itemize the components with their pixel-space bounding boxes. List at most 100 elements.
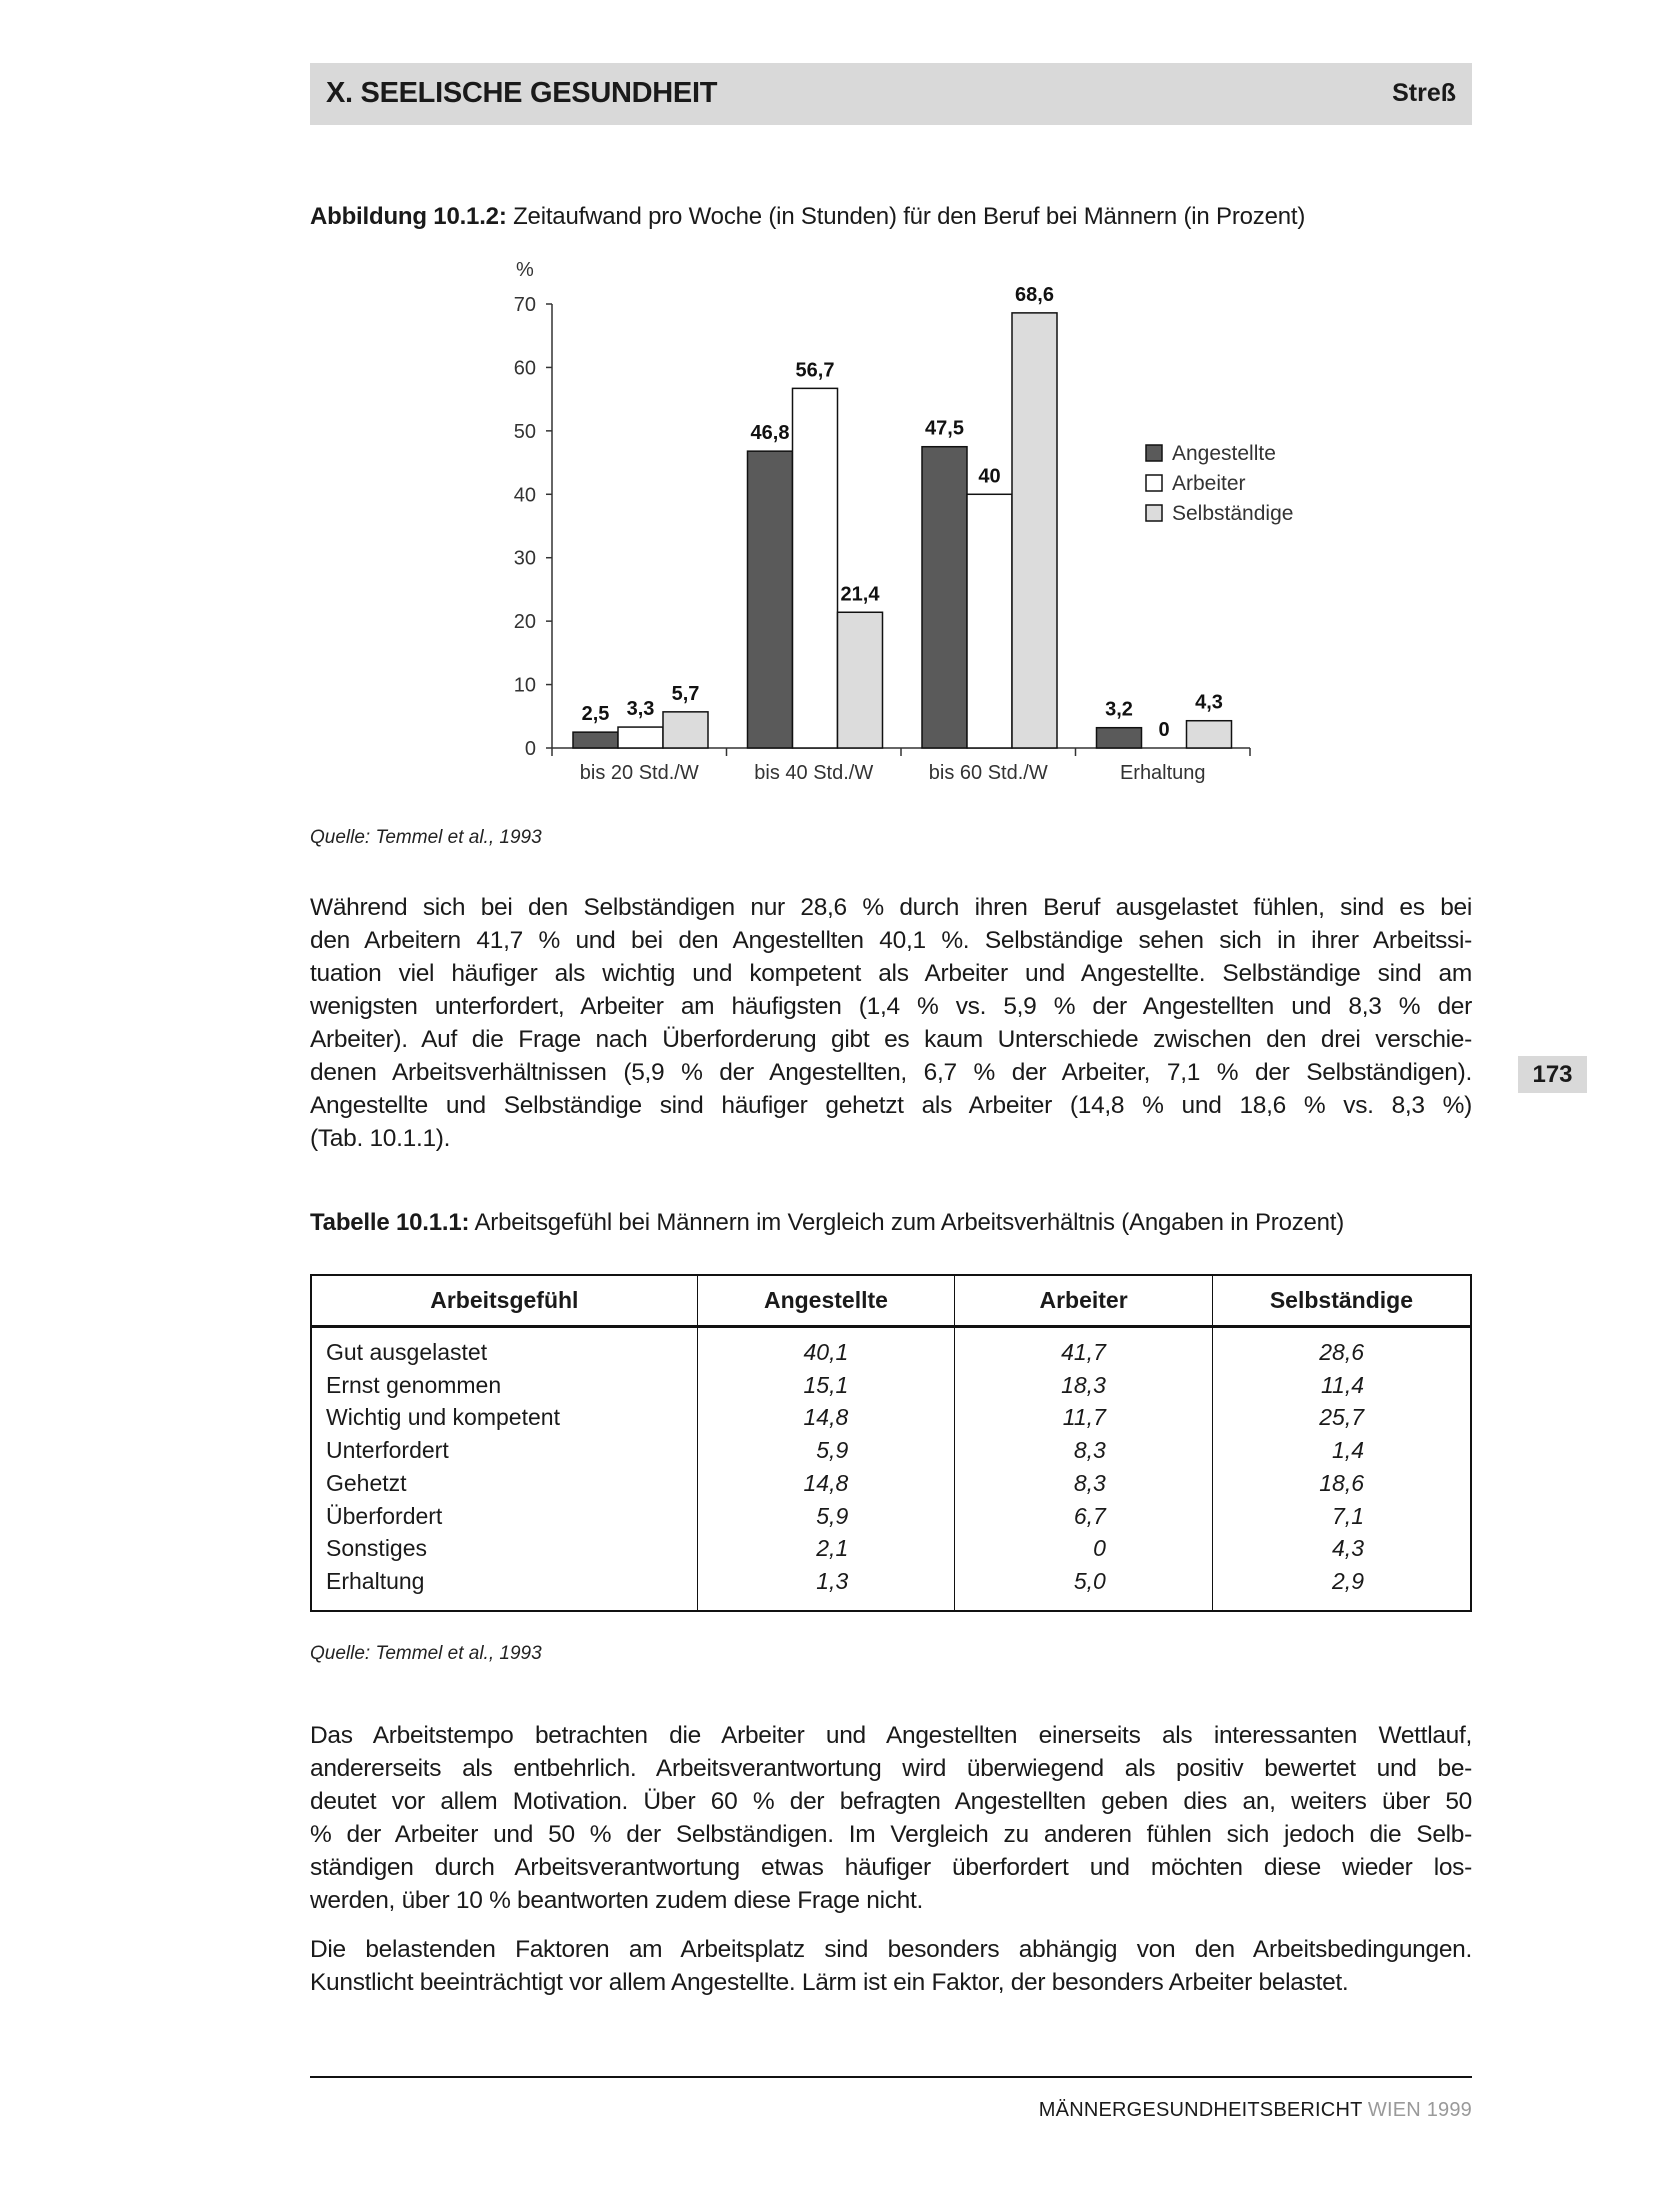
text-line: (Tab. 10.1.1). bbox=[310, 1125, 451, 1152]
cell-value: 7,1 bbox=[1211, 1499, 1471, 1533]
bar bbox=[966, 493, 1013, 749]
text-line: Während sich bei den Selbständigen nur 2… bbox=[310, 894, 1472, 921]
x-tick-label: bis 60 Std./W bbox=[929, 762, 1048, 784]
x-tick-label: bis 40 Std./W bbox=[754, 762, 873, 784]
data-table: Arbeitsgefühl Angestellte Arbeiter Selbs… bbox=[310, 1274, 1472, 1612]
bar bbox=[1095, 726, 1143, 749]
cell-value: 14,8 bbox=[696, 1401, 955, 1435]
data-label: 2,5 bbox=[582, 703, 610, 725]
table-row: Wichtig und kompetent 14,8 11,7 25,7 bbox=[311, 1401, 1471, 1435]
data-label: 4,3 bbox=[1195, 692, 1223, 714]
row-label: Sonstiges bbox=[326, 1535, 428, 1562]
legend-label: Arbeiter bbox=[1172, 472, 1246, 495]
cell-value: 1,3 bbox=[696, 1564, 955, 1611]
y-tick-label: 0 bbox=[525, 738, 536, 760]
footer: MÄNNERGESUNDHEITSBERICHT WIEN 1999 bbox=[1039, 2099, 1472, 2122]
cell-value: 18,3 bbox=[954, 1368, 1213, 1402]
column-header: Arbeiter bbox=[954, 1275, 1213, 1328]
y-axis-unit: % bbox=[516, 259, 534, 281]
cell-value: 5,9 bbox=[696, 1434, 955, 1467]
paragraph-3: Die belastenden Faktoren am Arbeitsplatz… bbox=[310, 1933, 1472, 1999]
x-tick-label: Erhaltung bbox=[1120, 762, 1206, 784]
bar bbox=[662, 711, 709, 749]
table-source: Quelle: Temmel et al., 1993 bbox=[310, 1643, 542, 1664]
cell-value: 1,4 bbox=[1211, 1434, 1471, 1467]
cell-value: 40,1 bbox=[696, 1326, 955, 1369]
table-label: Tabelle 10.1.1: bbox=[310, 1209, 470, 1236]
data-label: 68,6 bbox=[1015, 284, 1054, 306]
column-header: Arbeitsgefühl bbox=[311, 1275, 698, 1328]
cell-value: 5,9 bbox=[696, 1499, 955, 1533]
figure-caption: Abbildung 10.1.2: Zeitaufwand pro Woche … bbox=[310, 203, 1305, 231]
text-line: Kunstlicht beeinträchtigt vor allem Ange… bbox=[310, 1969, 1349, 1996]
bar bbox=[1185, 719, 1233, 749]
page-number: 173 bbox=[1518, 1056, 1587, 1093]
paragraph-2: Das Arbeitstempo betrachten die Arbeiter… bbox=[310, 1719, 1472, 1917]
cell-value: 2,9 bbox=[1211, 1564, 1471, 1611]
bar bbox=[1011, 312, 1058, 749]
legend-label: Angestellte bbox=[1172, 442, 1276, 465]
cell-value: 8,3 bbox=[954, 1434, 1213, 1467]
table-title: Arbeitsgefühl bei Männern im Vergleich z… bbox=[474, 1209, 1345, 1236]
table-row: Sonstiges 2,1 0 4,3 bbox=[311, 1532, 1471, 1565]
bar bbox=[572, 731, 619, 749]
text-line: den Arbeitern 41,7 % und bei den Angeste… bbox=[310, 927, 1472, 954]
row-label: Gehetzt bbox=[326, 1469, 407, 1496]
table-header-row: Arbeitsgefühl Angestellte Arbeiter Selbs… bbox=[311, 1275, 1471, 1328]
cell-value: 8,3 bbox=[954, 1466, 1213, 1500]
figure-source: Quelle: Temmel et al., 1993 bbox=[310, 827, 542, 848]
text-line: Die belastenden Faktoren am Arbeitsplatz… bbox=[310, 1936, 1472, 1963]
cell-value: 11,7 bbox=[954, 1401, 1213, 1435]
bar bbox=[617, 726, 664, 749]
data-label: 21,4 bbox=[841, 583, 881, 605]
cell-value: 15,1 bbox=[696, 1368, 955, 1402]
data-label: 47,5 bbox=[925, 418, 964, 440]
text-line: andererseits als entbehrlich. Arbeitsver… bbox=[310, 1755, 1472, 1782]
text-line: werden, über 10 % beantworten zudem dies… bbox=[310, 1887, 924, 1914]
footer-publication: MÄNNERGESUNDHEITSBERICHT bbox=[1038, 2099, 1363, 2121]
section-title: Streß bbox=[1392, 79, 1456, 107]
data-label: 0 bbox=[1158, 719, 1169, 741]
row-label: Gut ausgelastet bbox=[326, 1339, 488, 1365]
y-tick-label: 70 bbox=[514, 294, 536, 316]
cell-value: 25,7 bbox=[1211, 1401, 1471, 1435]
text-line: deutet vor allem Motivation. Über 60 % d… bbox=[310, 1788, 1472, 1815]
chapter-title: X. SEELISCHE GESUNDHEIT bbox=[326, 77, 718, 109]
figure-title: Zeitaufwand pro Woche (in Stunden) für d… bbox=[513, 203, 1306, 230]
table-row: Ernst genommen 15,1 18,3 11,4 bbox=[311, 1368, 1471, 1402]
row-label: Ernst genommen bbox=[326, 1371, 502, 1398]
cell-value: 28,6 bbox=[1211, 1326, 1471, 1369]
text-line: denen Arbeitsverhältnissen (5,9 % der An… bbox=[310, 1059, 1472, 1086]
footer-edition: WIEN 1999 bbox=[1367, 2099, 1472, 2121]
text-line: Das Arbeitstempo betrachten die Arbeiter… bbox=[310, 1722, 1472, 1749]
x-tick-label: bis 20 Std./W bbox=[580, 762, 699, 784]
cell-value: 11,4 bbox=[1211, 1368, 1471, 1402]
table-row: Unterfordert 5,9 8,3 1,4 bbox=[311, 1434, 1471, 1467]
legend-swatch bbox=[1145, 444, 1163, 462]
y-tick-label: 10 bbox=[514, 675, 536, 697]
cell-value: 6,7 bbox=[954, 1499, 1213, 1533]
legend-label: Selbständige bbox=[1172, 502, 1293, 525]
row-label: Unterfordert bbox=[326, 1437, 449, 1464]
row-label: Wichtig und kompetent bbox=[326, 1404, 560, 1431]
y-tick-label: 20 bbox=[514, 611, 536, 633]
row-label: Erhaltung bbox=[326, 1567, 425, 1594]
column-header: Selbständige bbox=[1211, 1275, 1471, 1328]
bar bbox=[791, 387, 839, 749]
y-tick-label: 50 bbox=[514, 421, 536, 443]
legend-swatch bbox=[1145, 504, 1163, 522]
cell-value: 14,8 bbox=[696, 1466, 955, 1500]
bar bbox=[836, 611, 884, 749]
cell-value: 41,7 bbox=[954, 1326, 1213, 1369]
data-label: 5,7 bbox=[672, 683, 700, 705]
text-line: tuation viel häufiger als wichtig und ko… bbox=[310, 960, 1472, 987]
text-line: ständigen durch Arbeitsverantwortung etw… bbox=[310, 1854, 1472, 1881]
text-line: wenigsten unterfordert, Arbeiter am häuf… bbox=[310, 993, 1472, 1020]
figure-label: Abbildung 10.1.2: bbox=[310, 203, 507, 230]
bar bbox=[746, 450, 794, 749]
data-label: 3,2 bbox=[1105, 699, 1133, 721]
bar-chart: % 0 10 20 30 40 50 60 70 bis 20 Std./W 2,5 3,3 5,7 bi… bbox=[514, 259, 1294, 784]
data-label: 46,8 bbox=[751, 422, 790, 444]
cell-value: 0 bbox=[954, 1532, 1213, 1565]
text-line: Arbeiter). Auf die Frage nach Überforder… bbox=[310, 1026, 1472, 1053]
